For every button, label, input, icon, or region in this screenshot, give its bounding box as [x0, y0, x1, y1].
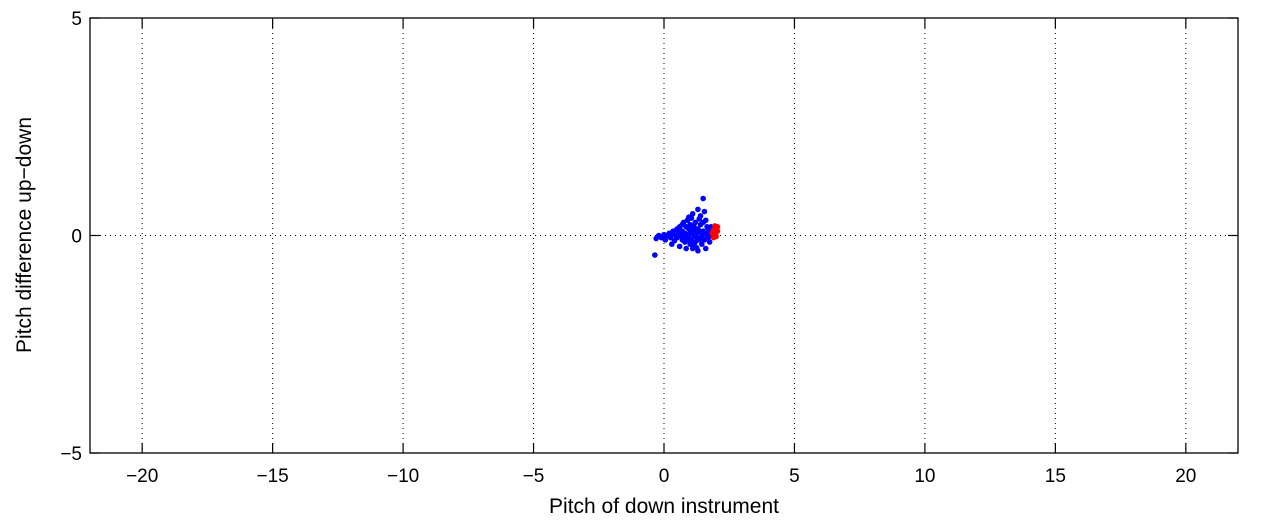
data-point	[701, 208, 708, 215]
x-tick-label: 10	[914, 466, 935, 487]
x-tick-label: −15	[257, 466, 289, 487]
x-tick-label: 20	[1175, 466, 1196, 487]
data-point	[696, 228, 703, 234]
data-point	[714, 224, 721, 230]
data-point	[683, 245, 689, 252]
x-tick-label: −10	[387, 466, 419, 487]
y-tick-label: 5	[71, 9, 82, 30]
data-point	[662, 237, 669, 243]
data-point	[689, 210, 696, 217]
data-point	[692, 219, 699, 226]
data-points	[652, 195, 721, 258]
data-point	[687, 226, 693, 232]
data-point	[676, 229, 683, 235]
x-tick-label: 15	[1045, 466, 1066, 487]
data-point	[652, 252, 658, 258]
data-point	[700, 195, 706, 202]
x-axis-label: Pitch of down instrument	[549, 495, 779, 518]
x-tick-label: 5	[789, 466, 800, 487]
x-tick-label: −5	[523, 466, 545, 487]
data-point	[702, 217, 709, 224]
y-tick-label: 0	[71, 227, 82, 248]
x-tick-label: −20	[126, 466, 158, 487]
data-point	[697, 234, 704, 241]
x-tick-label: 0	[659, 466, 670, 487]
y-axis-label: Pitch difference up−down	[13, 117, 36, 353]
data-point	[685, 214, 692, 221]
data-point	[679, 221, 686, 228]
data-point	[680, 233, 687, 240]
data-point	[702, 245, 709, 252]
tick-marks	[90, 17, 1238, 454]
data-point	[713, 233, 719, 240]
data-point	[693, 244, 700, 251]
data-point	[706, 239, 713, 245]
data-point	[714, 228, 721, 234]
data-point	[684, 237, 691, 243]
data-point	[699, 241, 705, 247]
data-point	[676, 243, 683, 250]
data-point	[692, 228, 699, 234]
data-point	[695, 206, 701, 213]
data-point	[696, 216, 703, 222]
tick-labels: −20 −15 −10 −5 0 5 10 15 20 −5 0 5	[60, 9, 1196, 487]
y-tick-label: −5	[60, 444, 82, 465]
